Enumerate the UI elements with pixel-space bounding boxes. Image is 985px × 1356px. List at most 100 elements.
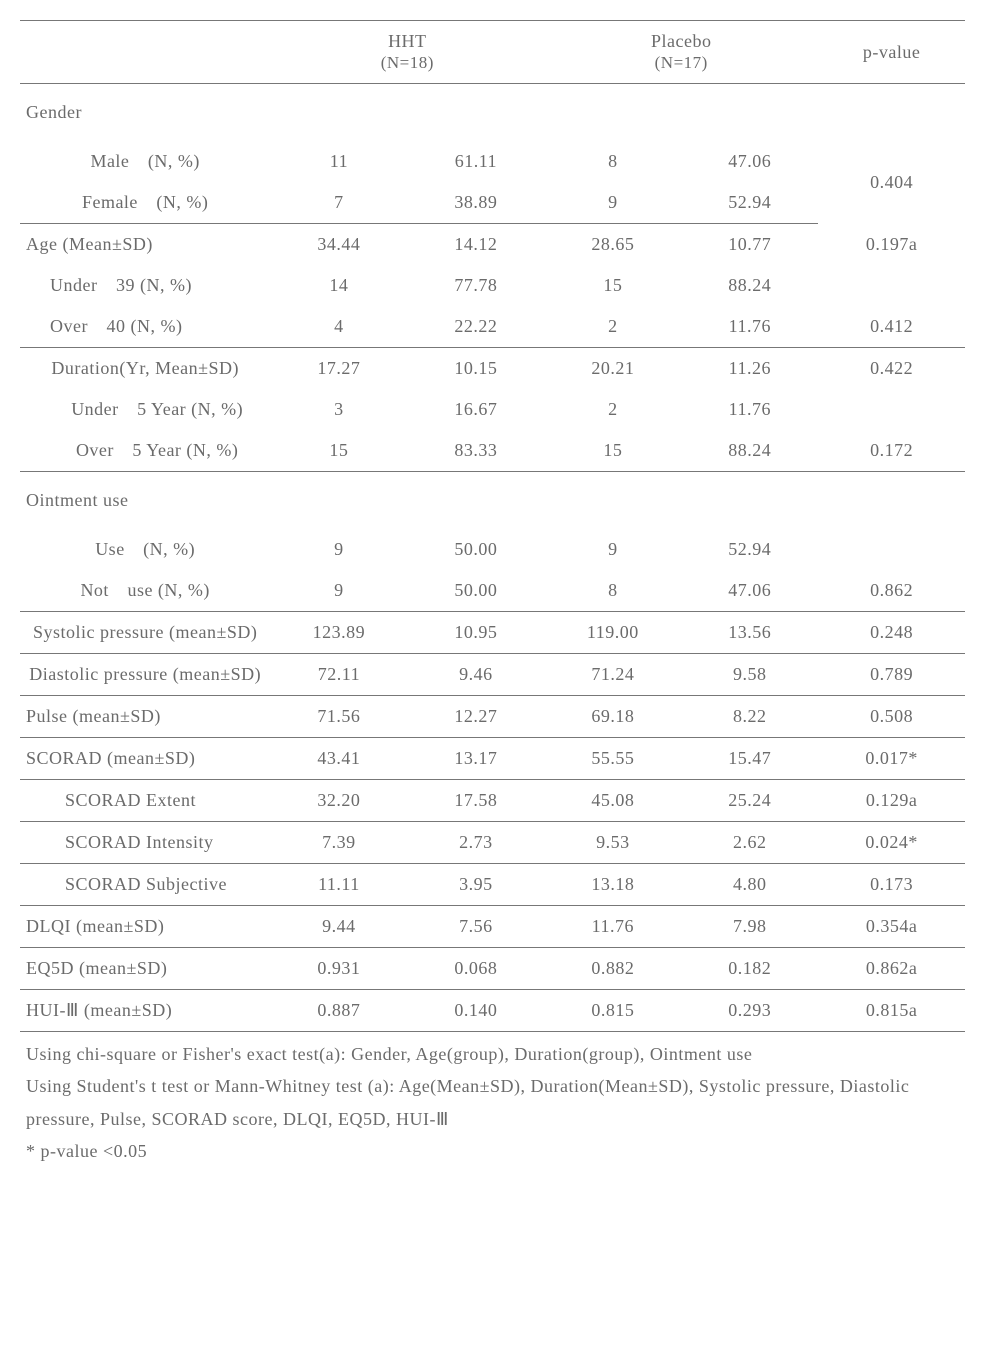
- cell: 9: [270, 570, 407, 612]
- dlqi-label: DLQI (mean±SD): [20, 906, 270, 948]
- cell: 9: [544, 182, 681, 224]
- cell: 11.26: [681, 348, 818, 390]
- cell: 13.17: [408, 738, 545, 780]
- cell: 11.76: [544, 906, 681, 948]
- cell: 3.95: [408, 864, 545, 906]
- duration-over-label: Over 5 Year (N, %): [20, 430, 270, 472]
- duration-row: Duration(Yr, Mean±SD) 17.27 10.15 20.21 …: [20, 348, 965, 390]
- cell: 69.18: [544, 696, 681, 738]
- sbp-label: Systolic pressure (mean±SD): [20, 612, 270, 654]
- cell: 9.58: [681, 654, 818, 696]
- cell: 45.08: [544, 780, 681, 822]
- age-under-row: Under 39 (N, %) 14 77.78 15 88.24: [20, 265, 965, 306]
- duration-label: Duration(Yr, Mean±SD): [20, 348, 270, 390]
- cell: 11.76: [681, 306, 818, 348]
- cell: 4.80: [681, 864, 818, 906]
- ointment-notuse-row: Not use (N, %) 9 50.00 8 47.06 0.862: [20, 570, 965, 612]
- scorad-sub-row: SCORAD Subjective 11.11 3.95 13.18 4.80 …: [20, 864, 965, 906]
- footnote-1: Using chi-square or Fisher's exact test(…: [26, 1038, 971, 1070]
- cell: 10.77: [681, 224, 818, 266]
- scorad-ext-row: SCORAD Extent 32.20 17.58 45.08 25.24 0.…: [20, 780, 965, 822]
- duration-under-label: Under 5 Year (N, %): [20, 389, 270, 430]
- cell: 123.89: [270, 612, 407, 654]
- hui3-pvalue: 0.815a: [818, 990, 965, 1032]
- scorad-label: SCORAD (mean±SD): [20, 738, 270, 780]
- ointment-pvalue: 0.862: [818, 570, 965, 612]
- cell: 0.931: [270, 948, 407, 990]
- scorad-ext-label: SCORAD Extent: [20, 780, 270, 822]
- cell: 10.95: [408, 612, 545, 654]
- cell: 71.56: [270, 696, 407, 738]
- cell: 0.882: [544, 948, 681, 990]
- cell: 10.15: [408, 348, 545, 390]
- header-hht-sub: (N=18): [381, 53, 434, 72]
- ointment-notuse-label: Not use (N, %): [20, 570, 270, 612]
- cell: 50.00: [408, 529, 545, 570]
- cell: 7.56: [408, 906, 545, 948]
- dbp-row: Diastolic pressure (mean±SD) 72.11 9.46 …: [20, 654, 965, 696]
- age-under-label: Under 39 (N, %): [20, 265, 270, 306]
- gender-title: Gender: [20, 84, 270, 142]
- gender-female-label: Female (N, %): [20, 182, 270, 224]
- age-row: Age (Mean±SD) 34.44 14.12 28.65 10.77 0.…: [20, 224, 965, 266]
- ointment-title: Ointment use: [20, 472, 270, 530]
- footnote-2: Using Student's t test or Mann-Whitney t…: [26, 1070, 971, 1135]
- hui3-row: HUI-Ⅲ (mean±SD) 0.887 0.140 0.815 0.293 …: [20, 990, 965, 1032]
- cell: 0.815: [544, 990, 681, 1032]
- cell: 47.06: [681, 570, 818, 612]
- header-hht-title: HHT: [388, 31, 427, 51]
- cell: 25.24: [681, 780, 818, 822]
- cell: 2.73: [408, 822, 545, 864]
- cell: 4: [270, 306, 407, 348]
- cell: 20.21: [544, 348, 681, 390]
- dlqi-pvalue: 0.354a: [818, 906, 965, 948]
- cell: 52.94: [681, 182, 818, 224]
- cell: 83.33: [408, 430, 545, 472]
- gender-male-label: Male (N, %): [20, 141, 270, 182]
- cell: 3: [270, 389, 407, 430]
- cell: 15: [270, 430, 407, 472]
- cell: 2: [544, 389, 681, 430]
- ointment-section: Ointment use: [20, 472, 965, 530]
- age-pvalue: 0.197a: [818, 224, 965, 266]
- cell: 72.11: [270, 654, 407, 696]
- scorad-pvalue: 0.017*: [818, 738, 965, 780]
- gender-male-row: Male (N, %) 11 61.11 8 47.06 0.404: [20, 141, 965, 182]
- header-pvalue: p-value: [818, 21, 965, 84]
- age-over-row: Over 40 (N, %) 4 22.22 2 11.76 0.412: [20, 306, 965, 348]
- cell: 11: [270, 141, 407, 182]
- cell: 61.11: [408, 141, 545, 182]
- cell: 22.22: [408, 306, 545, 348]
- gender-pvalue: 0.404: [818, 141, 965, 224]
- cell: 11.76: [681, 389, 818, 430]
- cell: 8.22: [681, 696, 818, 738]
- sbp-pvalue: 0.248: [818, 612, 965, 654]
- cell: 28.65: [544, 224, 681, 266]
- cell: 2.62: [681, 822, 818, 864]
- header-placebo: Placebo (N=17): [544, 21, 818, 84]
- eq5d-row: EQ5D (mean±SD) 0.931 0.068 0.882 0.182 0…: [20, 948, 965, 990]
- cell: 7: [270, 182, 407, 224]
- sbp-row: Systolic pressure (mean±SD) 123.89 10.95…: [20, 612, 965, 654]
- cell: 38.89: [408, 182, 545, 224]
- duration-pvalue: 0.422: [818, 348, 965, 390]
- hui3-label: HUI-Ⅲ (mean±SD): [20, 990, 270, 1032]
- cell: 77.78: [408, 265, 545, 306]
- cell: 32.20: [270, 780, 407, 822]
- cell: 0.140: [408, 990, 545, 1032]
- header-placebo-sub: (N=17): [655, 53, 708, 72]
- cell: 11.11: [270, 864, 407, 906]
- ointment-use-row: Use (N, %) 9 50.00 9 52.94: [20, 529, 965, 570]
- duration-under-row: Under 5 Year (N, %) 3 16.67 2 11.76: [20, 389, 965, 430]
- cell: 12.27: [408, 696, 545, 738]
- age-group-pvalue: 0.412: [818, 306, 965, 348]
- cell: 15.47: [681, 738, 818, 780]
- cell: 2: [544, 306, 681, 348]
- pulse-label: Pulse (mean±SD): [20, 696, 270, 738]
- cell: 13.18: [544, 864, 681, 906]
- cell: 8: [544, 570, 681, 612]
- pulse-row: Pulse (mean±SD) 71.56 12.27 69.18 8.22 0…: [20, 696, 965, 738]
- scorad-int-pvalue: 0.024*: [818, 822, 965, 864]
- dbp-pvalue: 0.789: [818, 654, 965, 696]
- ointment-use-label: Use (N, %): [20, 529, 270, 570]
